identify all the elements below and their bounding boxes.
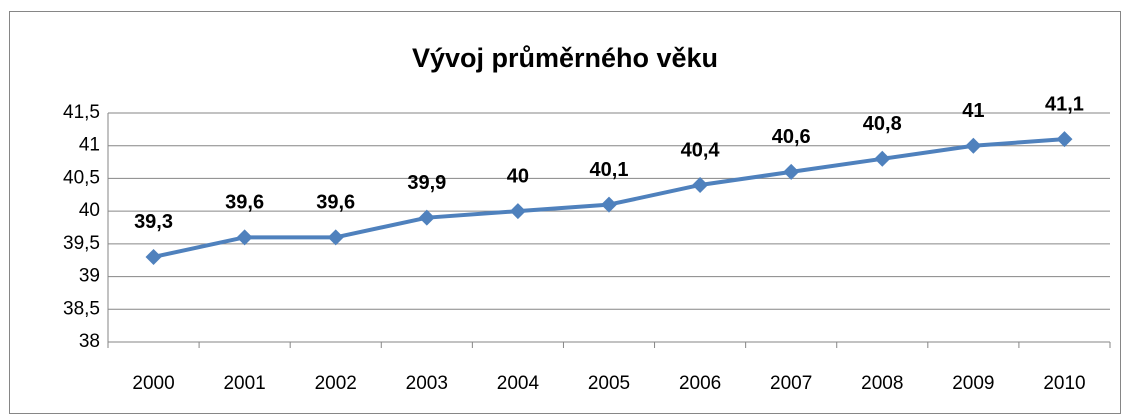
data-point (783, 163, 800, 180)
x-tick-label: 2006 (679, 373, 721, 394)
x-tick-label: 2004 (497, 373, 540, 394)
y-tick-label: 41 (79, 135, 100, 156)
x-tick-label: 2001 (223, 373, 265, 394)
x-tick-label: 2007 (770, 373, 812, 394)
data-label: 40,4 (681, 139, 721, 161)
data-point (874, 150, 891, 167)
x-tick-label: 2003 (406, 373, 448, 394)
data-label: 40,6 (772, 126, 811, 148)
data-point (418, 209, 435, 226)
data-point (236, 229, 253, 246)
data-point (327, 229, 344, 246)
data-label: 39,9 (407, 172, 446, 194)
y-tick-label: 40,5 (63, 167, 100, 188)
x-tick-label: 2005 (588, 373, 630, 394)
data-point (509, 203, 526, 220)
data-label: 40 (507, 165, 529, 187)
data-label: 40,1 (590, 159, 629, 181)
data-point (601, 196, 617, 213)
data-label: 39,3 (134, 211, 173, 233)
y-tick-label: 41,5 (63, 102, 100, 123)
data-point (965, 137, 982, 154)
x-tick-label: 2010 (1043, 373, 1085, 394)
x-tick-label: 2008 (861, 373, 903, 394)
data-label: 41 (962, 100, 984, 122)
y-tick-label: 40 (79, 200, 100, 221)
y-tick-label: 39 (79, 266, 100, 287)
data-point (145, 248, 162, 265)
data-label: 41,1 (1045, 93, 1084, 115)
x-tick-label: 2002 (315, 373, 357, 394)
chart-border (9, 11, 1121, 414)
data-label: 40,8 (863, 113, 902, 135)
data-label: 39,6 (225, 192, 264, 214)
y-tick-label: 38,5 (63, 298, 100, 319)
y-tick-label: 38 (79, 331, 100, 352)
y-tick-label: 39,5 (63, 233, 100, 254)
x-tick-label: 2000 (132, 373, 174, 394)
x-tick-label: 2009 (952, 373, 994, 394)
data-point (1056, 131, 1073, 148)
chart-title: Vývoj průměrného věku (412, 43, 718, 73)
data-point (692, 176, 709, 193)
data-label: 39,6 (316, 192, 355, 214)
